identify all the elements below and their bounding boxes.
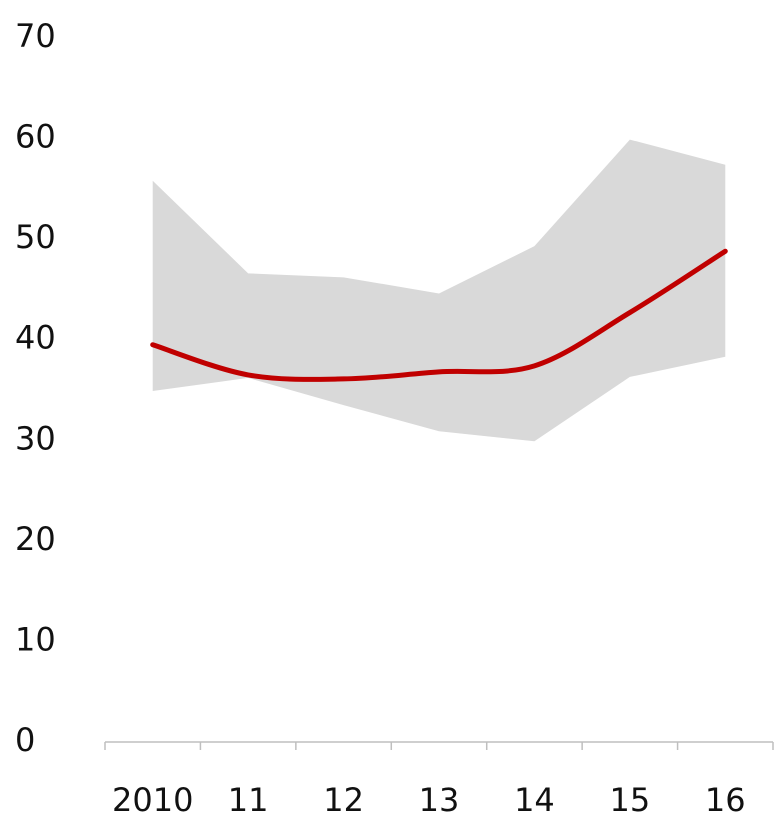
x-tick-label: 14 [514,781,555,819]
y-tick-label: 50 [15,218,56,256]
y-tick-label: 40 [15,319,56,357]
y-tick-label: 60 [15,118,56,156]
range-band [152,139,726,442]
y-tick-label: 20 [15,520,56,558]
x-tick-label: 13 [419,781,460,819]
y-tick-label: 30 [15,419,56,457]
y-tick-label: 10 [15,620,56,658]
y-tick-label: 70 [15,17,56,55]
x-tick-label: 12 [323,781,364,819]
x-tick-label: 15 [609,781,650,819]
y-tick-label: 0 [15,721,35,759]
x-tick-label: 2010 [112,781,193,819]
x-tick-label: 16 [705,781,746,819]
x-tick-label: 11 [228,781,269,819]
line [150,248,728,382]
